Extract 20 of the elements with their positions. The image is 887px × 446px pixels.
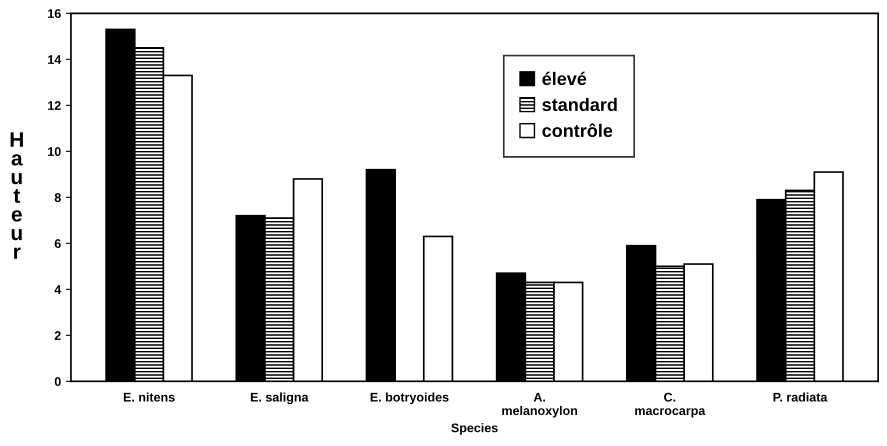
x-tick-label: A. melanoxylon — [502, 392, 578, 418]
y-axis-title: Hauteur — [10, 132, 23, 259]
x-tick-label: E. saligna — [250, 392, 309, 404]
x-axis-title: Species — [451, 423, 498, 435]
x-tick-label: C. macrocarpa — [635, 392, 706, 418]
x-tick-label: P. radiata — [774, 392, 828, 402]
legend-label: élevé — [542, 72, 586, 86]
y-tick-label: 0 — [54, 377, 61, 386]
y-tick-label: 6 — [54, 239, 61, 248]
y-tick-label: 8 — [54, 193, 61, 202]
x-tick-label: E. nitens — [124, 392, 175, 402]
y-tick-label: 12 — [48, 101, 61, 110]
y-tick-label: 10 — [48, 147, 61, 156]
x-tick-label: E. botryoides — [370, 392, 449, 404]
legend-label: contrôle — [542, 123, 612, 138]
y-tick-label: 4 — [54, 285, 62, 294]
y-tick-label: 16 — [48, 9, 61, 18]
y-tick-label: 14 — [48, 55, 62, 64]
legend-label: standard — [542, 98, 617, 112]
y-tick-label: 2 — [54, 331, 61, 340]
